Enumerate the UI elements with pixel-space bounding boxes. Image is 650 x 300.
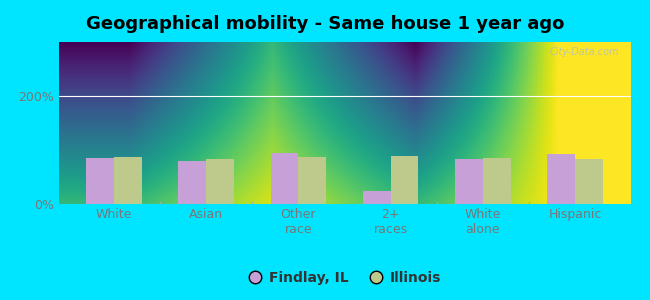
Bar (483, 158, 510, 204)
Bar (114, 157, 142, 204)
Bar (391, 157, 419, 204)
Bar (298, 157, 326, 204)
Bar (575, 159, 603, 204)
Bar (206, 159, 234, 204)
Bar (455, 159, 483, 204)
Bar (547, 154, 575, 204)
Bar (363, 190, 391, 204)
Bar (179, 161, 206, 204)
Text: Geographical mobility - Same house 1 year ago: Geographical mobility - Same house 1 yea… (86, 15, 564, 33)
Bar (86, 158, 114, 204)
Text: City-Data.com: City-Data.com (549, 47, 619, 57)
Legend: Findlay, IL, Illinois: Findlay, IL, Illinois (242, 266, 447, 291)
Bar (270, 153, 298, 204)
